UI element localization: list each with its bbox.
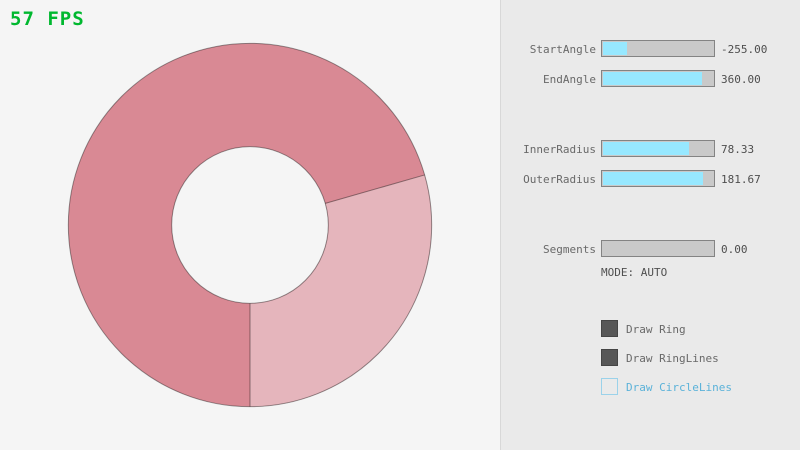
slider-innerradius[interactable] (601, 140, 715, 157)
ring-outer-outline (67, 42, 433, 408)
slider-label-outerradius: OuterRadius (523, 173, 596, 186)
slider-value-innerradius: 78.33 (721, 143, 755, 156)
draw-ring-checkbox[interactable] (601, 320, 618, 337)
slider-outerradius[interactable] (601, 170, 715, 187)
slider-label-endangle: EndAngle (543, 73, 596, 86)
draw-ringlines-checkbox[interactable] (601, 349, 618, 366)
slider-row-segments: Segments 0.00 (501, 240, 800, 257)
slider-value-startangle: -255.00 (721, 43, 768, 56)
slider-row-outerradius: OuterRadius 181.67 (501, 170, 800, 187)
draw-ring-label: Draw Ring (626, 323, 686, 336)
checkbox-row-draw-ring: Draw Ring (601, 320, 800, 337)
slider-row-endangle: EndAngle 360.00 (501, 70, 800, 87)
fps-counter: 57 FPS (10, 8, 85, 30)
draw-circlelines-checkbox[interactable] (601, 378, 618, 395)
ring-canvas (67, 42, 433, 408)
slider-fill (603, 172, 703, 185)
slider-fill (603, 72, 702, 85)
slider-row-innerradius: InnerRadius 78.33 (501, 140, 800, 157)
checkbox-row-draw-circlelines: Draw CircleLines (601, 378, 800, 395)
slider-fill (603, 142, 690, 155)
slider-endangle[interactable] (601, 70, 715, 87)
slider-segments[interactable] (601, 240, 715, 257)
ring-sector-line-upper (325, 174, 425, 204)
slider-value-outerradius: 181.67 (721, 173, 761, 186)
segments-mode-label: MODE: AUTO (601, 266, 668, 279)
ring-inner-outline (171, 146, 329, 304)
draw-circlelines-label: Draw CircleLines (626, 381, 732, 394)
slider-label-startangle: StartAngle (529, 43, 596, 56)
ring-light-sector (250, 174, 432, 407)
draw-ringlines-label: Draw RingLines (626, 352, 719, 365)
slider-label-innerradius: InnerRadius (523, 143, 596, 156)
controls-panel: StartAngle -255.00 EndAngle 360.00 Inner… (500, 0, 800, 450)
slider-value-endangle: 360.00 (721, 73, 761, 86)
slider-fill (603, 42, 627, 55)
slider-row-startangle: StartAngle -255.00 (501, 40, 800, 57)
slider-startangle[interactable] (601, 40, 715, 57)
checkbox-row-draw-ringlines: Draw RingLines (601, 349, 800, 366)
slider-value-segments: 0.00 (721, 243, 748, 256)
slider-label-segments: Segments (543, 243, 596, 256)
